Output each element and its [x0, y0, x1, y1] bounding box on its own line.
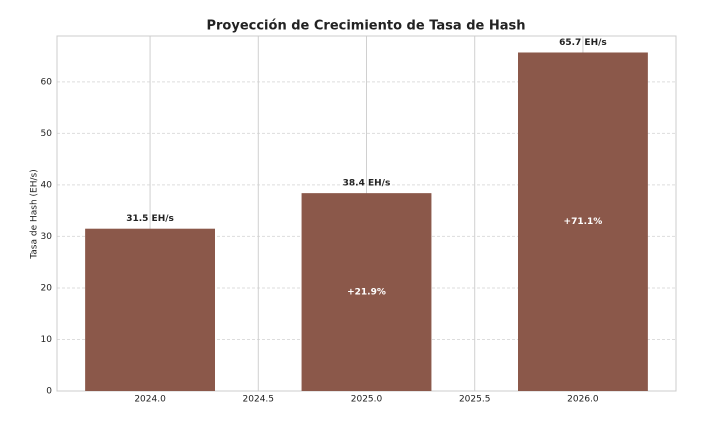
- chart-title: Proyección de Crecimiento de Tasa de Has…: [206, 19, 525, 34]
- y-tick-label: 10: [41, 335, 53, 345]
- growth-label: +21.9%: [347, 288, 386, 298]
- y-tick-label: 40: [41, 180, 53, 190]
- value-label: 65.7 EH/s: [559, 38, 607, 48]
- y-tick-label: 20: [41, 283, 53, 293]
- y-tick-label: 30: [41, 232, 53, 242]
- y-tick-label: 60: [41, 77, 53, 87]
- x-tick-label: 2024.0: [134, 395, 166, 405]
- x-tick-label: 2026.0: [567, 395, 599, 405]
- y-tick-label: 50: [41, 129, 53, 139]
- value-label: 38.4 EH/s: [343, 179, 391, 189]
- y-axis-label: Tasa de Hash (EH/s): [30, 169, 40, 259]
- x-tick-label: 2025.5: [459, 395, 491, 405]
- growth-label: +71.1%: [564, 217, 603, 227]
- x-tick-label: 2025.0: [351, 395, 383, 405]
- value-label: 31.5 EH/s: [126, 214, 174, 224]
- y-tick-label: 0: [46, 387, 52, 397]
- bar: [301, 193, 432, 391]
- x-tick-label: 2024.5: [243, 395, 275, 405]
- bar: [85, 228, 215, 391]
- bar: [518, 52, 648, 391]
